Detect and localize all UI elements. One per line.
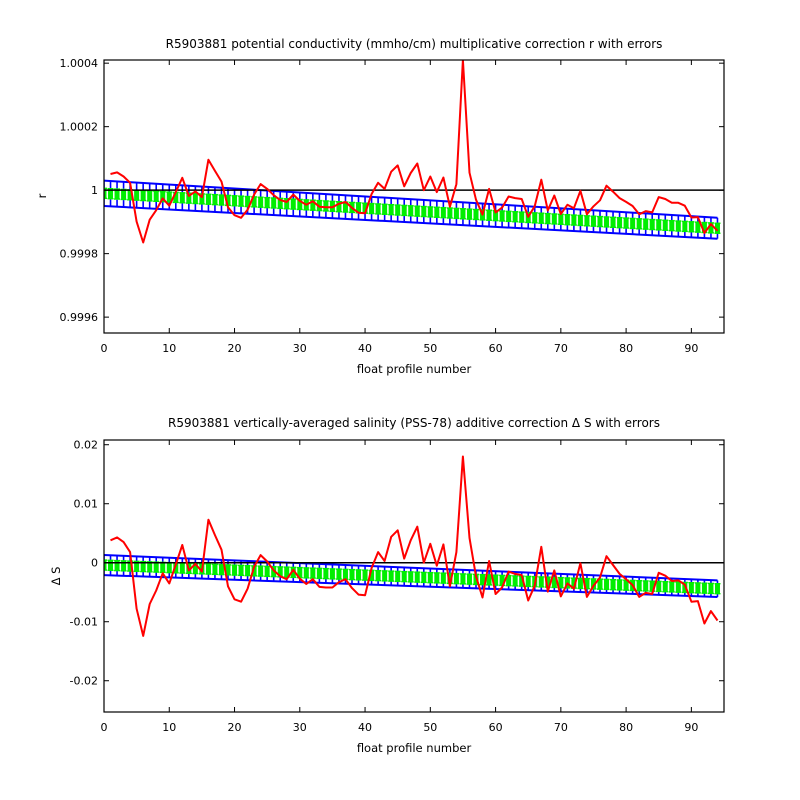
y-tick-label: 0.02 bbox=[74, 439, 99, 452]
panel-top: R5903881 potential conductivity (mmho/cm… bbox=[35, 37, 725, 376]
plot-area-bottom: 0 10 20 30 40 50 60 70 80 90 -0.02 -0.01 0 0.01 0.02 bbox=[70, 439, 725, 734]
y-tick-label: -0.02 bbox=[70, 675, 98, 688]
x-tick-label: 50 bbox=[423, 721, 437, 734]
fit-lower-bound bbox=[104, 574, 718, 598]
axes-box bbox=[103, 59, 725, 334]
plot-layer bbox=[104, 60, 724, 244]
x-tick-label: 50 bbox=[423, 342, 437, 355]
x-tick-label: 30 bbox=[293, 342, 307, 355]
x-tick-label: 80 bbox=[619, 342, 633, 355]
y-axis-label-bottom: Δ S bbox=[49, 567, 63, 586]
x-tick-label: 90 bbox=[684, 342, 698, 355]
x-tick-label: 70 bbox=[554, 721, 568, 734]
chart-title-bottom: R5903881 vertically-averaged salinity (P… bbox=[168, 416, 660, 430]
y-tick-label: 1 bbox=[91, 184, 98, 197]
y-tick-label: -0.01 bbox=[70, 616, 98, 629]
y-tick-label: 1.0002 bbox=[60, 121, 99, 134]
x-tick-label: 20 bbox=[228, 721, 242, 734]
y-tick-label: 0.9998 bbox=[60, 248, 99, 261]
y-tick-label: 0.9996 bbox=[60, 311, 99, 324]
x-tick-label: 10 bbox=[162, 342, 176, 355]
x-tick-label: 30 bbox=[293, 721, 307, 734]
x-tick-label: 10 bbox=[162, 721, 176, 734]
x-tick-label: 70 bbox=[554, 342, 568, 355]
y-tick-label: 0 bbox=[91, 557, 98, 570]
fit-lower-bound bbox=[104, 205, 718, 240]
x-axis-label-bottom: float profile number bbox=[357, 741, 472, 755]
x-tick-label: 40 bbox=[358, 721, 372, 734]
x-tick-label: 40 bbox=[358, 342, 372, 355]
x-tick-label: 20 bbox=[228, 342, 242, 355]
fit-upper-bound bbox=[104, 179, 718, 219]
x-tick-label: 0 bbox=[101, 342, 108, 355]
fit-upper-bound bbox=[104, 554, 718, 582]
x-axis-label-top: float profile number bbox=[357, 362, 472, 376]
panel-bottom: R5903881 vertically-averaged salinity (P… bbox=[49, 416, 725, 755]
plot-layer bbox=[104, 455, 724, 637]
y-tick-label: 0.01 bbox=[74, 498, 99, 511]
data-series-line bbox=[110, 455, 719, 637]
x-tick-label: 0 bbox=[101, 721, 108, 734]
x-tick-label: 60 bbox=[489, 721, 503, 734]
plot-area-top: 0 10 20 30 40 50 60 70 80 90 0.9996 0.9998 1 1.0002 1.… bbox=[60, 57, 725, 355]
chart-title-top: R5903881 potential conductivity (mmho/cm… bbox=[166, 37, 663, 51]
axes-box bbox=[103, 439, 725, 713]
x-tick-label: 80 bbox=[619, 721, 633, 734]
data-series-line bbox=[110, 60, 719, 244]
y-axis-label-top: r bbox=[35, 193, 49, 198]
x-tick-label: 90 bbox=[684, 721, 698, 734]
y-tick-label: 1.0004 bbox=[60, 57, 99, 70]
x-tick-label: 60 bbox=[489, 342, 503, 355]
